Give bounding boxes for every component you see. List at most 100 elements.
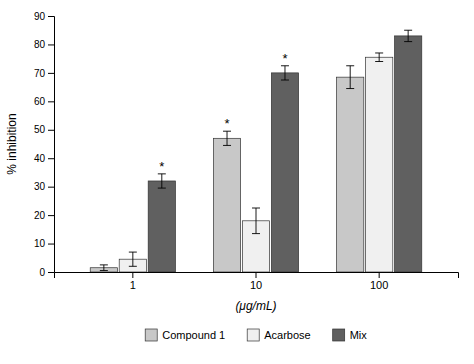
- tick-mark: [132, 272, 133, 278]
- error-line: [161, 174, 162, 188]
- error-cap: [404, 41, 412, 42]
- tick-label: 10: [250, 279, 262, 291]
- tick: 50: [34, 124, 54, 135]
- tick-label: 60: [34, 96, 46, 107]
- legend: Compound 1 Acarbose Mix: [145, 329, 367, 341]
- error-bar: [223, 131, 231, 145]
- tick-mark: [48, 215, 54, 216]
- error-bar: [346, 66, 354, 89]
- tick-label: 80: [34, 39, 46, 50]
- bar: [366, 57, 393, 272]
- legend-swatch: [145, 329, 157, 341]
- bar: [148, 181, 175, 272]
- axis-domain: [55, 273, 459, 279]
- axis-domain: [48, 17, 55, 273]
- error-line: [350, 66, 351, 89]
- error-line: [256, 208, 257, 234]
- error-bar: [281, 66, 289, 80]
- tick-mark: [48, 272, 54, 273]
- x-axis: 1 10 100: [55, 272, 459, 291]
- error-cap: [375, 61, 383, 62]
- legend-item: Acarbose: [247, 329, 310, 341]
- error-cap: [346, 88, 354, 89]
- error-cap: [100, 270, 108, 271]
- error-line: [103, 265, 104, 271]
- error-cap: [375, 52, 383, 53]
- tick: 10: [250, 272, 262, 291]
- tick-mark: [379, 272, 380, 278]
- error-cap: [100, 264, 108, 265]
- legend-label: Compound 1: [162, 329, 225, 341]
- tick: 40: [34, 153, 54, 164]
- tick-mark: [48, 244, 54, 245]
- plot: 1101000102030405060708090***(μg/mL)% inh…: [5, 11, 459, 341]
- tick-label: 90: [34, 11, 46, 22]
- tick-mark: [48, 44, 54, 45]
- tick-label: 20: [34, 210, 46, 221]
- tick-label: 0: [39, 267, 45, 278]
- annotation: *: [282, 51, 287, 66]
- error-cap: [346, 65, 354, 66]
- error-bar: [375, 53, 383, 62]
- marks: [90, 30, 422, 272]
- tick-label: 30: [34, 181, 46, 192]
- tick-mark: [48, 73, 54, 74]
- tick: 60: [34, 96, 54, 107]
- bar: [395, 36, 422, 272]
- tick-mark: [48, 158, 54, 159]
- tick: 1: [130, 272, 136, 291]
- tick: 20: [34, 210, 54, 221]
- y-axis: 0 10 20 30 40 50 60 70 80 90: [34, 11, 55, 278]
- tick-label: 50: [34, 124, 46, 135]
- tick-mark: [48, 187, 54, 188]
- bar: [213, 138, 240, 272]
- tick-label: 70: [34, 68, 46, 79]
- error-cap: [252, 233, 260, 234]
- tick: 0: [39, 267, 54, 278]
- legend-swatch: [333, 329, 345, 341]
- y-axis-title: % inhibition: [5, 113, 19, 174]
- tick-label: 100: [370, 279, 388, 291]
- legend-label: Acarbose: [264, 329, 310, 341]
- error-line: [408, 30, 409, 41]
- legend-swatch: [247, 329, 259, 341]
- series: [148, 30, 422, 272]
- tick-mark: [48, 16, 54, 17]
- legend-label: Mix: [350, 329, 368, 341]
- error-cap: [281, 80, 289, 81]
- bar: [337, 77, 364, 272]
- error-line: [227, 131, 228, 145]
- series: [90, 66, 364, 272]
- error-cap: [129, 252, 137, 253]
- series: [119, 53, 393, 272]
- legend-item: Compound 1: [145, 329, 225, 341]
- error-line: [132, 252, 133, 266]
- error-bar: [158, 174, 166, 188]
- annotations: ***: [159, 51, 287, 174]
- tick: 80: [34, 39, 54, 50]
- chart: 1101000102030405060708090***(μg/mL)% inh…: [0, 0, 474, 364]
- error-cap: [129, 266, 137, 267]
- tick: 70: [34, 68, 54, 79]
- error-bar: [404, 30, 412, 41]
- error-bar: [252, 208, 260, 234]
- tick: 10: [34, 238, 54, 249]
- tick-mark: [48, 101, 54, 102]
- tick: 30: [34, 181, 54, 192]
- bar: [271, 73, 298, 272]
- annotation: *: [159, 159, 164, 174]
- error-cap: [158, 188, 166, 189]
- error-bar: [100, 265, 108, 271]
- tick-label: 40: [34, 153, 46, 164]
- error-line: [379, 53, 380, 62]
- tick: 100: [370, 272, 388, 291]
- tick-label: 1: [130, 279, 136, 291]
- tick-label: 10: [34, 238, 46, 249]
- tick-mark: [256, 272, 257, 278]
- tick: 90: [34, 11, 54, 22]
- x-axis-title: (μg/mL): [235, 299, 276, 313]
- error-cap: [223, 145, 231, 146]
- error-bar: [129, 252, 137, 266]
- error-cap: [252, 208, 260, 209]
- error-line: [284, 66, 285, 80]
